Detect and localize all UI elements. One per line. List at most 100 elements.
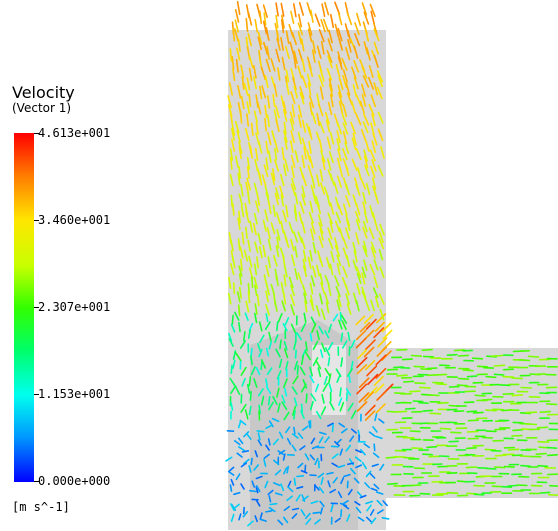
vector-arrow xyxy=(298,211,303,224)
vector-arrow xyxy=(270,283,276,296)
vector-arrow xyxy=(375,491,384,495)
vector-arrow xyxy=(253,76,257,90)
vector-arrow xyxy=(344,283,350,296)
vector-arrow xyxy=(525,423,538,426)
vector-arrow xyxy=(309,200,314,213)
vector-arrow xyxy=(355,147,362,161)
vector-arrow xyxy=(291,405,297,416)
vector-arrow xyxy=(264,104,268,119)
vector-arrow xyxy=(281,56,286,71)
vector-arrow xyxy=(318,222,324,234)
vector-arrow xyxy=(229,148,234,161)
vector-arrow xyxy=(327,101,333,116)
vector-arrow xyxy=(246,156,250,170)
vector-arrow xyxy=(258,246,263,259)
vector-arrow xyxy=(332,476,338,484)
vector-arrow xyxy=(318,486,325,494)
vector-arrow xyxy=(446,353,458,357)
vector-arrow xyxy=(267,201,272,215)
vector-arrow xyxy=(342,266,348,278)
vector-arrow xyxy=(346,513,351,522)
vector-arrow xyxy=(377,128,384,142)
vector-arrow xyxy=(308,63,314,77)
vector-arrow xyxy=(362,113,370,126)
vector-arrow xyxy=(355,219,361,231)
vector-arrow xyxy=(253,378,258,388)
vector-arrow xyxy=(401,358,414,361)
legend-subtitle: (Vector 1) xyxy=(12,101,72,115)
vector-arrow xyxy=(272,438,279,446)
vector-arrow xyxy=(342,236,348,249)
vector-arrow xyxy=(345,227,351,240)
vector-arrow xyxy=(309,282,314,295)
vector-arrow xyxy=(234,9,240,23)
vector-arrow xyxy=(297,114,302,128)
vector-arrow xyxy=(302,495,309,502)
vector-arrow xyxy=(232,359,236,369)
vector-arrow xyxy=(349,435,355,443)
vector-arrow xyxy=(370,122,375,136)
vector-arrow xyxy=(243,458,250,465)
vector-arrow xyxy=(299,201,305,214)
vector-arrow xyxy=(326,136,332,150)
vector-arrow xyxy=(271,168,276,182)
vector-arrow xyxy=(326,49,333,64)
vector-arrow xyxy=(265,157,269,171)
vector-arrow xyxy=(418,386,431,389)
vector-arrow xyxy=(290,154,296,168)
vector-arrow xyxy=(280,220,285,234)
vector-arrow xyxy=(481,436,494,439)
vector-arrow xyxy=(355,300,360,312)
vector-arrow xyxy=(512,428,524,432)
vector-arrow xyxy=(364,482,371,489)
vector-arrow xyxy=(318,74,324,87)
vector-arrow xyxy=(239,110,243,124)
vector-arrow xyxy=(511,394,524,397)
vector-arrow xyxy=(378,237,385,250)
vector-arrow xyxy=(283,137,288,150)
vector-arrow xyxy=(301,284,307,296)
vector-arrow xyxy=(317,367,322,378)
vector-arrow xyxy=(272,482,281,487)
vector-arrow xyxy=(361,2,368,16)
vector-arrow xyxy=(286,437,292,445)
vector-arrow xyxy=(288,276,294,289)
vector-arrow xyxy=(355,266,362,279)
vector-arrow xyxy=(276,236,280,249)
vector-arrow xyxy=(316,264,321,277)
vector-arrow xyxy=(266,45,270,60)
vector-arrow xyxy=(320,150,326,163)
vector-arrow xyxy=(242,506,245,515)
vector-arrow xyxy=(265,509,273,513)
vector-arrow xyxy=(322,18,329,32)
vector-arrow xyxy=(275,245,280,258)
vector-arrow xyxy=(340,477,345,485)
vector-arrow xyxy=(307,256,312,270)
vector-arrow xyxy=(275,27,280,42)
vector-arrow xyxy=(275,118,280,132)
vector-arrow xyxy=(373,327,385,339)
vector-arrow xyxy=(345,183,351,196)
vector-arrow xyxy=(369,263,376,276)
vector-arrow xyxy=(289,140,294,154)
vector-arrow xyxy=(306,149,311,163)
vector-arrow xyxy=(485,409,497,412)
vector-arrow xyxy=(321,393,325,404)
vector-arrow xyxy=(337,148,342,162)
vector-arrow xyxy=(309,366,314,377)
vector-arrow xyxy=(351,137,357,151)
vector-arrow xyxy=(309,400,314,411)
vector-arrow xyxy=(334,245,341,257)
vector-arrow xyxy=(259,518,267,522)
vector-arrow xyxy=(246,177,251,191)
vector-arrow xyxy=(376,86,383,100)
vector-arrow xyxy=(230,239,234,252)
vector-arrow xyxy=(238,265,243,277)
vector-arrow xyxy=(227,95,232,109)
vector-arrow xyxy=(264,75,269,89)
vector-arrow xyxy=(256,430,265,433)
vector-arrow xyxy=(327,422,334,427)
vector-arrow xyxy=(299,91,305,105)
vector-arrow xyxy=(352,241,357,254)
vector-arrow xyxy=(310,500,319,505)
